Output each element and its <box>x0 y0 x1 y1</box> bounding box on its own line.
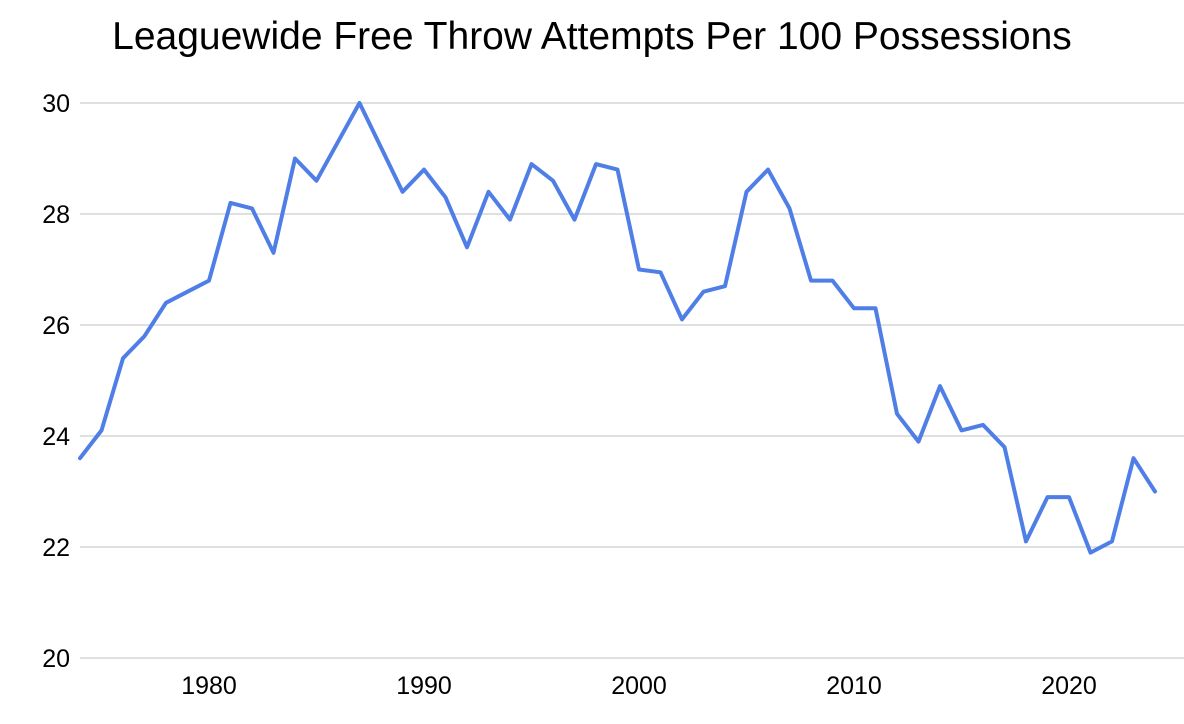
y-tick-label-22: 22 <box>42 534 70 562</box>
y-tick-label-30: 30 <box>42 90 70 118</box>
x-axis-tick-labels: 1980 1990 2000 2010 2020 <box>181 672 1097 700</box>
data-series <box>78 101 1157 555</box>
y-tick-label-24: 24 <box>42 423 70 451</box>
y-tick-label-26: 26 <box>42 312 70 340</box>
chart-title: Leaguewide Free Throw Attempts Per 100 P… <box>112 15 1072 58</box>
x-tick-label-2000: 2000 <box>611 672 667 700</box>
series-line-fta-per-100 <box>78 101 1157 555</box>
x-tick-label-2010: 2010 <box>826 672 882 700</box>
x-tick-label-2020: 2020 <box>1041 672 1097 700</box>
y-tick-label-20: 20 <box>42 645 70 673</box>
gridlines <box>80 102 1184 659</box>
y-axis-tick-labels: 20 22 24 26 28 30 <box>42 90 70 673</box>
x-tick-label-1990: 1990 <box>396 672 452 700</box>
x-tick-label-1980: 1980 <box>181 672 237 700</box>
y-tick-label-28: 28 <box>42 201 70 229</box>
